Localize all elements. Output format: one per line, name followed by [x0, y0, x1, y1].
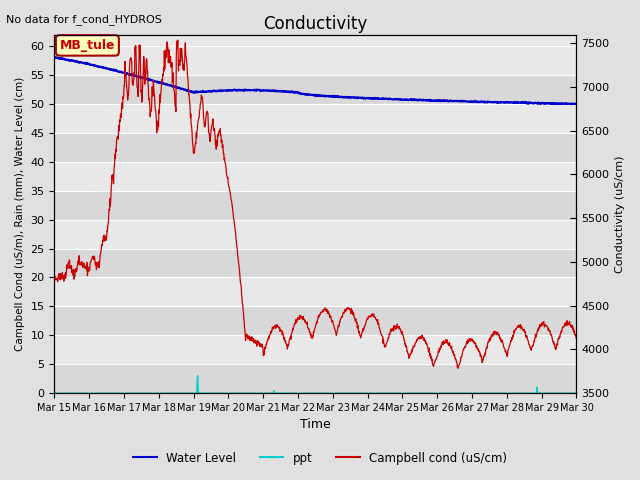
Bar — [54, 46, 577, 75]
Legend: Water Level, ppt, Campbell cond (uS/cm): Water Level, ppt, Campbell cond (uS/cm) — [128, 447, 512, 469]
Bar — [54, 75, 577, 104]
Y-axis label: Campbell Cond (uS/m), Rain (mm), Water Level (cm): Campbell Cond (uS/m), Rain (mm), Water L… — [15, 77, 25, 351]
Title: Conductivity: Conductivity — [263, 15, 367, 33]
Bar — [54, 191, 577, 220]
Bar — [54, 249, 577, 277]
Bar — [54, 104, 577, 133]
Bar — [54, 336, 577, 364]
Bar — [54, 306, 577, 336]
Bar — [54, 277, 577, 306]
Bar — [54, 220, 577, 249]
Text: MB_tule: MB_tule — [60, 39, 115, 52]
Bar — [54, 162, 577, 191]
Bar — [54, 364, 577, 393]
Y-axis label: Conductivity (uS/cm): Conductivity (uS/cm) — [615, 155, 625, 273]
Bar — [54, 133, 577, 162]
X-axis label: Time: Time — [300, 419, 331, 432]
Text: No data for f_cond_HYDROS: No data for f_cond_HYDROS — [6, 14, 163, 25]
